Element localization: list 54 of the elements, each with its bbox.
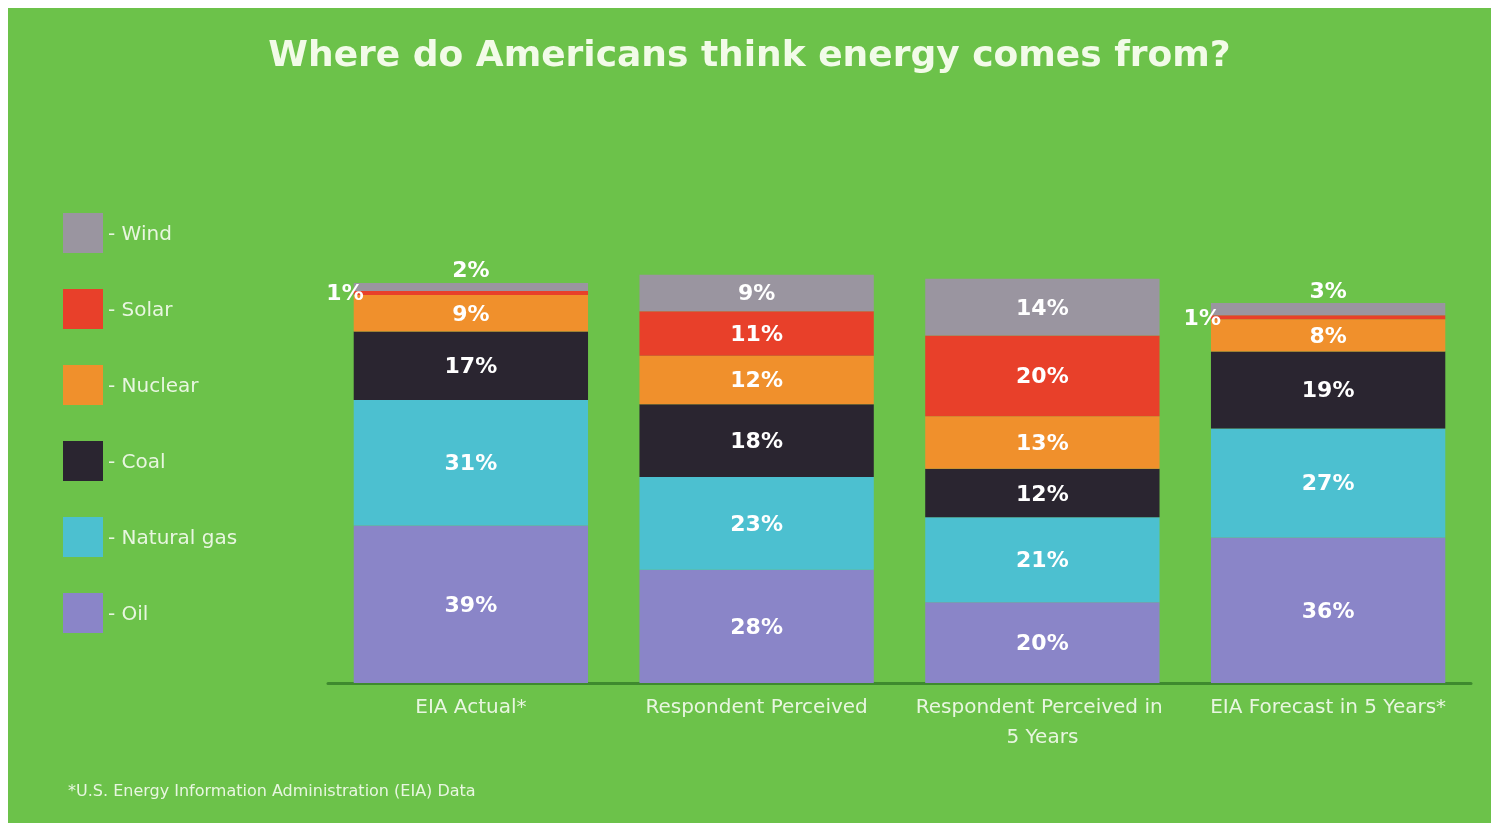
bar bbox=[1210, 351, 1446, 429]
data-label: 31% bbox=[444, 450, 498, 476]
data-label: 36% bbox=[1301, 597, 1355, 623]
data-label: 23% bbox=[730, 510, 783, 536]
legend-label: - Wind bbox=[108, 221, 172, 245]
data-label: 20% bbox=[1016, 363, 1069, 389]
bar bbox=[1210, 537, 1446, 683]
bar bbox=[925, 517, 1160, 603]
bar bbox=[925, 602, 1160, 683]
bar bbox=[639, 404, 874, 477]
bar bbox=[639, 476, 874, 570]
data-label: 18% bbox=[730, 428, 783, 453]
data-label: 20% bbox=[1016, 630, 1069, 656]
data-label: 14% bbox=[1016, 294, 1069, 320]
data-label: 12% bbox=[1016, 480, 1069, 506]
data-label: 17% bbox=[444, 353, 498, 379]
x-tick-label: EIA Actual* bbox=[415, 694, 527, 718]
data-label: 9% bbox=[452, 300, 490, 326]
bar bbox=[925, 416, 1160, 469]
legend-label: - Oil bbox=[108, 601, 149, 625]
legend-label: - Solar bbox=[108, 297, 174, 321]
bar bbox=[639, 569, 874, 683]
data-label: 12% bbox=[730, 367, 783, 393]
bar bbox=[1210, 428, 1446, 538]
bar bbox=[353, 525, 589, 683]
bar bbox=[639, 311, 874, 356]
bar bbox=[639, 274, 874, 312]
data-label: 39% bbox=[444, 591, 498, 617]
x-tick-label: Respondent Perceived in 5 Years bbox=[915, 694, 1170, 748]
bar bbox=[639, 355, 874, 405]
bar bbox=[353, 331, 589, 401]
data-label: 9% bbox=[737, 280, 776, 306]
text: *U.S. Energy Information Administration (EIA) Data bbox=[68, 780, 476, 800]
data-label: 27% bbox=[1301, 470, 1355, 496]
x-tick-label: Respondent Perceived bbox=[645, 694, 868, 718]
legend-label: - Coal bbox=[108, 449, 166, 473]
bar bbox=[353, 400, 589, 526]
bar bbox=[925, 278, 1160, 336]
legend-label: - Natural gas bbox=[108, 525, 238, 549]
legend-label: - Nuclear bbox=[108, 373, 200, 397]
data-label: 13% bbox=[1016, 430, 1069, 456]
data-label: 21% bbox=[1016, 547, 1069, 573]
data-label: 8% bbox=[1309, 322, 1347, 348]
data-label: 19% bbox=[1301, 377, 1355, 403]
data-label: 1% bbox=[326, 280, 364, 306]
data-label: 2% bbox=[452, 257, 490, 283]
data-label: 3% bbox=[1309, 277, 1347, 303]
data-label: 11% bbox=[730, 320, 783, 346]
chart-title: Where do Americans think energy comes from? bbox=[268, 32, 1231, 74]
data-label: 1% bbox=[1183, 304, 1221, 330]
x-tick-label: EIA Forecast in 5 Years* bbox=[1210, 694, 1447, 718]
data-label: 28% bbox=[730, 613, 783, 639]
bar bbox=[925, 335, 1160, 417]
bar bbox=[925, 468, 1160, 518]
